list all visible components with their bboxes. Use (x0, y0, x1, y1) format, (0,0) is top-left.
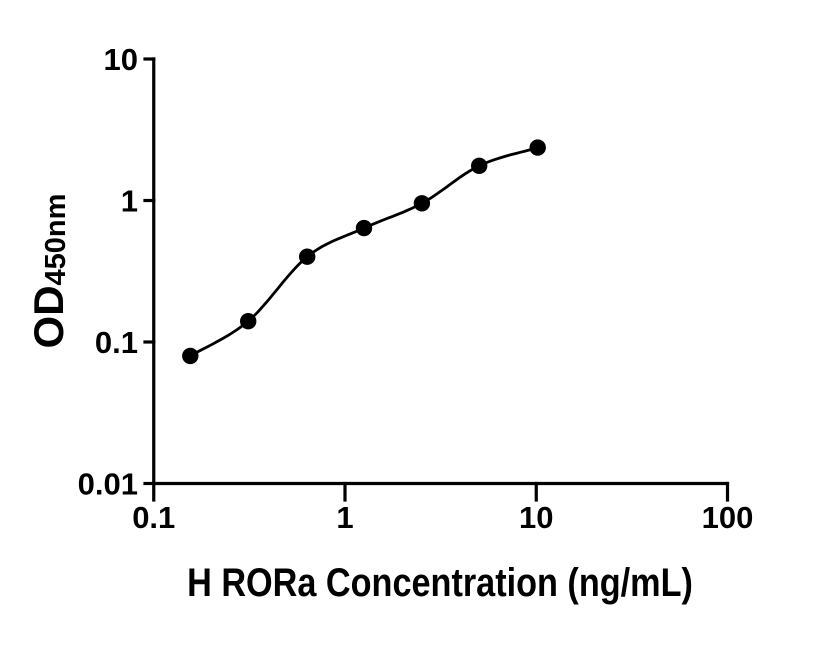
svg-text:0.1: 0.1 (95, 325, 138, 360)
svg-text:10: 10 (104, 42, 138, 77)
svg-text:1: 1 (121, 184, 138, 219)
svg-text:100: 100 (702, 500, 754, 535)
svg-text:OD450nm: OD450nm (25, 194, 72, 349)
svg-text:10: 10 (519, 500, 553, 535)
svg-text:1: 1 (336, 500, 353, 535)
svg-text:H RORa Concentration (ng/mL): H RORa Concentration (ng/mL) (187, 559, 693, 604)
svg-text:0.1: 0.1 (132, 500, 175, 535)
svg-text:0.01: 0.01 (78, 467, 138, 502)
